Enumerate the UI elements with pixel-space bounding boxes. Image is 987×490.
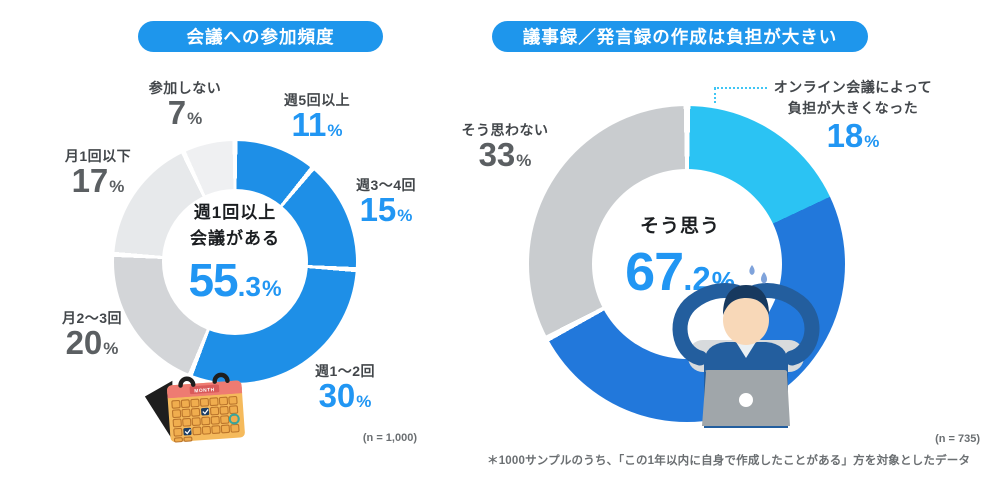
label-online-burden-value: 18% [826, 117, 880, 154]
left-center-line2: 会議がある [190, 229, 280, 249]
label-month23-value: 20% [65, 324, 119, 362]
right-chart-title: 議事録／発言録の作成は負担が大きい [522, 27, 838, 47]
left-donut-hole [162, 189, 308, 335]
callout-dotted-line-vertical [714, 88, 716, 103]
left-sample-size: (n = 1,000) [362, 432, 417, 444]
left-chart-title: 会議への参加頻度 [186, 27, 335, 47]
stressed-person-illustration [672, 265, 820, 428]
left-donut-chart [114, 141, 356, 383]
label-week34-value: 15% [359, 191, 413, 229]
callout-dotted-line-horizontal [714, 87, 767, 89]
left-chart-title-pill: 会議への参加頻度 [138, 21, 383, 52]
label-week12-value: 30% [318, 377, 372, 415]
left-center-value: 55.3% [188, 253, 282, 306]
right-center-line1: そう思う [639, 216, 720, 237]
right-sample-size: (n = 735) [935, 433, 980, 445]
sweat-drop-icon [761, 272, 767, 284]
left-center-line1: 週1回以上 [193, 203, 277, 222]
label-online-burden-line1: オンライン会議によって [773, 79, 933, 95]
label-disagree: そう思わない 33% [435, 122, 575, 173]
label-week12: 週1〜2回 30% [275, 363, 415, 414]
calendar-month-text: MONTH [194, 387, 215, 394]
sweat-drop-icon [749, 265, 755, 275]
label-week34-text: 週3〜4回 [355, 177, 417, 193]
label-sanka-shinai-value: 7% [167, 94, 203, 132]
label-sanka-shinai-text: 参加しない [148, 80, 222, 96]
right-chart-title-pill: 議事録／発言録の作成は負担が大きい [492, 21, 868, 52]
label-month1-value: 17% [71, 162, 125, 200]
right-center-annotation: そう思う 67.2% [590, 212, 770, 299]
left-center-annotation: 週1回以上 会議がある 55.3% [155, 200, 315, 303]
label-week5-text: 週5回以上 [283, 92, 351, 108]
right-center-value: 67.2% [625, 242, 735, 303]
footnote: ＊1000サンプルのうち、「この1年以内に自身で作成したことがある」方を対象とし… [487, 455, 971, 467]
label-month23-text: 月2〜3回 [61, 310, 123, 326]
label-disagree-value: 33% [478, 136, 532, 174]
label-month1-text: 月1回以下 [64, 148, 132, 164]
label-disagree-text: そう思わない [461, 122, 549, 138]
label-week12-text: 週1〜2回 [314, 363, 376, 379]
label-month23: 月2〜3回 20% [22, 310, 162, 361]
label-week34: 週3〜4回 15% [316, 177, 456, 228]
label-online-burden: オンライン会議によって 負担が大きくなった 18% [751, 77, 955, 154]
label-sanka-shinai: 参加しない 7% [115, 80, 255, 131]
label-week5: 週5回以上 11% [247, 92, 387, 143]
label-month1: 月1回以下 17% [28, 148, 168, 199]
calendar-icon: MONTH [144, 372, 245, 443]
label-online-burden-line2: 負担が大きくなった [787, 100, 919, 116]
label-week5-value: 11% [291, 106, 343, 144]
